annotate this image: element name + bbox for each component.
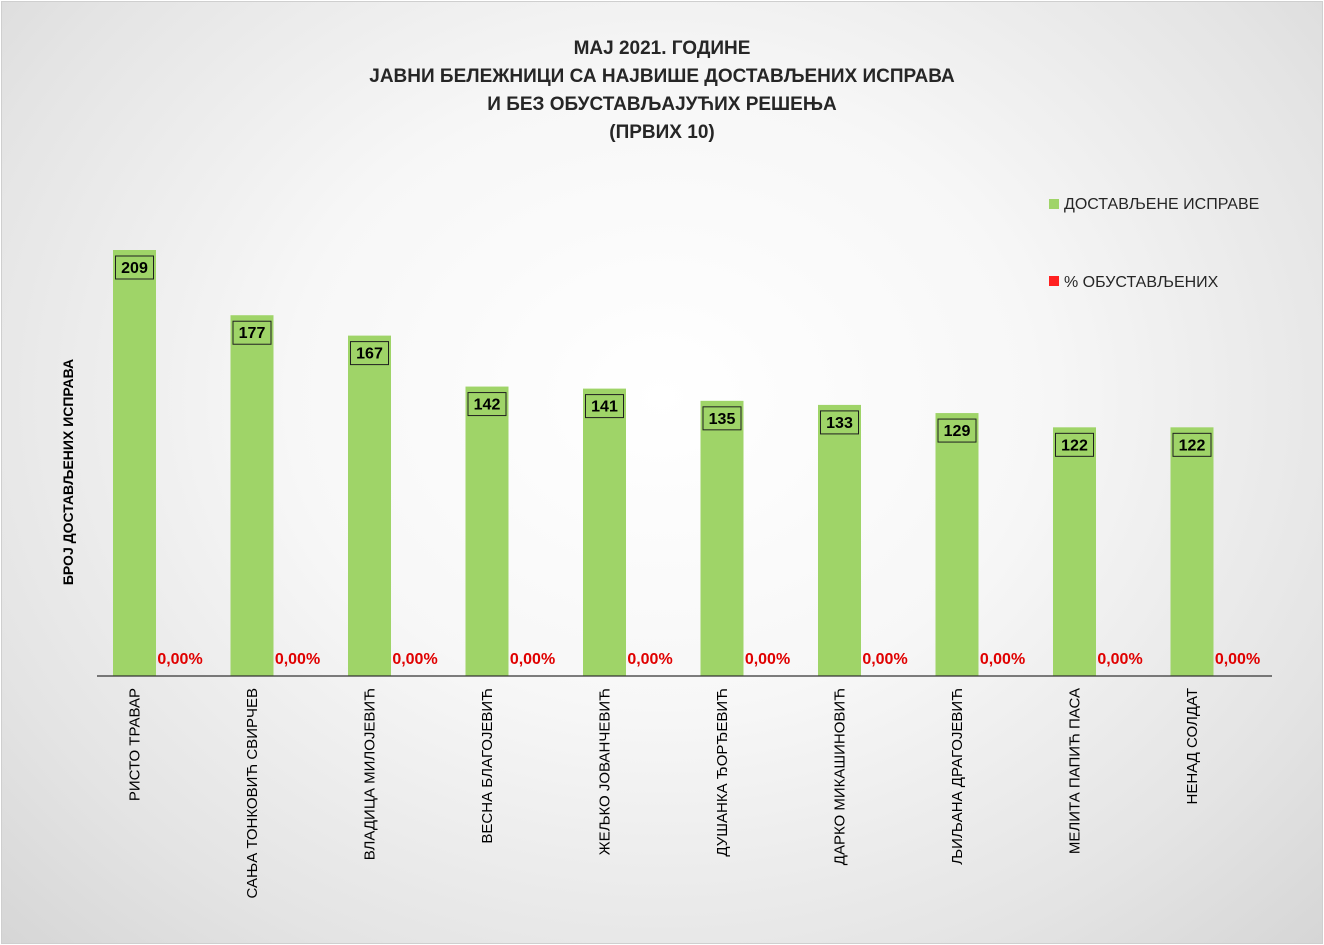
value-label-box bbox=[820, 410, 859, 435]
bar-delivered bbox=[583, 388, 626, 676]
percent-label: 0,00% bbox=[392, 651, 437, 668]
chart-title: МАЈ 2021. ГОДИНЕ ЈАВНИ БЕЛЕЖНИЦИ СА НАЈВ… bbox=[369, 38, 955, 143]
value-label-box bbox=[1172, 432, 1212, 457]
y-axis-label: БРОЈ ДОСТАВЉЕНИХ ИСПРАВА bbox=[60, 359, 76, 585]
value-label-box bbox=[1055, 432, 1094, 457]
labels-layer: 209 0,00% РИСТО ТРАВАР 177 0,00% САЊА ТОНКОВИ… bbox=[115, 255, 1260, 898]
percent-label: 0,00% bbox=[862, 651, 907, 668]
bar-delivered bbox=[700, 400, 744, 676]
percent-label: 0,00% bbox=[510, 651, 555, 668]
bars-layer bbox=[113, 250, 1214, 676]
bar-delivered bbox=[113, 250, 156, 676]
value-label: 177 bbox=[239, 325, 266, 342]
value-label: 122 bbox=[1179, 437, 1206, 454]
value-label: 122 bbox=[1061, 437, 1088, 454]
bar-delivered bbox=[818, 404, 861, 676]
bar-delivered bbox=[1170, 427, 1214, 676]
legend: ДОСТАВЉЕНЕ ИСПРАВЕ % ОБУСТАВЉЕНИХ bbox=[1049, 196, 1259, 291]
percent-label: 0,00% bbox=[1097, 651, 1142, 668]
value-label: 141 bbox=[591, 399, 618, 416]
legend-label-suspended: % ОБУСТАВЉЕНИХ bbox=[1064, 274, 1219, 291]
percent-label: 0,00% bbox=[627, 651, 672, 668]
value-label: 209 bbox=[121, 260, 148, 277]
title-line-4: (ПРВИХ 10) bbox=[609, 122, 714, 143]
value-label: 129 bbox=[944, 423, 971, 440]
value-label: 135 bbox=[709, 411, 736, 428]
percent-label: 0,00% bbox=[1215, 651, 1260, 668]
bar-delivered bbox=[465, 386, 509, 676]
percent-label: 0,00% bbox=[157, 651, 202, 668]
value-label-box bbox=[467, 392, 507, 417]
percent-label: 0,00% bbox=[275, 651, 320, 668]
value-label-box bbox=[937, 418, 977, 443]
bar-delivered bbox=[230, 315, 274, 676]
category-label: ДУШАНКА ЂОРЂЕВИЋ bbox=[714, 688, 731, 857]
category-label: ДАРКО МИКАШИНОВИЋ bbox=[832, 688, 849, 865]
value-label-box bbox=[350, 341, 389, 366]
bar-delivered bbox=[935, 413, 979, 676]
value-label-box bbox=[232, 320, 272, 345]
title-line-2: ЈАВНИ БЕЛЕЖНИЦИ СА НАЈВИШЕ ДОСТАВЉЕНИХ И… bbox=[369, 66, 955, 87]
title-line-1: МАЈ 2021. ГОДИНЕ bbox=[574, 38, 751, 59]
percent-label: 0,00% bbox=[745, 651, 790, 668]
value-label: 142 bbox=[474, 397, 501, 414]
category-label: РИСТО ТРАВАР bbox=[127, 688, 144, 801]
value-label-box bbox=[115, 255, 154, 280]
value-label-box bbox=[702, 406, 742, 431]
category-label: МЕЛИТА ПАПИЋ ПАСА bbox=[1067, 688, 1084, 854]
bar-delivered bbox=[348, 335, 391, 676]
category-label: ЖЕЉКО ЈОВАНЧЕВИЋ bbox=[597, 688, 614, 855]
value-label-box bbox=[585, 394, 624, 419]
title-line-3: И БЕЗ ОБУСТАВЉАЈУЋИХ РЕШЕЊА bbox=[487, 94, 837, 115]
category-label: НЕНАД СОЛДАТ bbox=[1184, 688, 1201, 805]
value-label: 167 bbox=[356, 346, 383, 363]
legend-label-delivered: ДОСТАВЉЕНЕ ИСПРАВЕ bbox=[1064, 196, 1259, 213]
category-label: ЉИЉАНА ДРАГОЈЕВИЋ bbox=[949, 688, 966, 865]
legend-swatch-suspended bbox=[1049, 276, 1059, 286]
percent-label: 0,00% bbox=[980, 651, 1025, 668]
category-label: САЊА ТОНКОВИЋ СВИРЧЕВ bbox=[244, 688, 261, 898]
category-label: ВЕСНА БЛАГОЈЕВИЋ bbox=[479, 688, 496, 844]
bar-delivered bbox=[1053, 427, 1096, 676]
category-label: ВЛАДИЦА МИЛОЈЕВИЋ bbox=[362, 688, 379, 860]
legend-swatch-delivered bbox=[1049, 199, 1059, 209]
value-label: 133 bbox=[826, 415, 853, 432]
